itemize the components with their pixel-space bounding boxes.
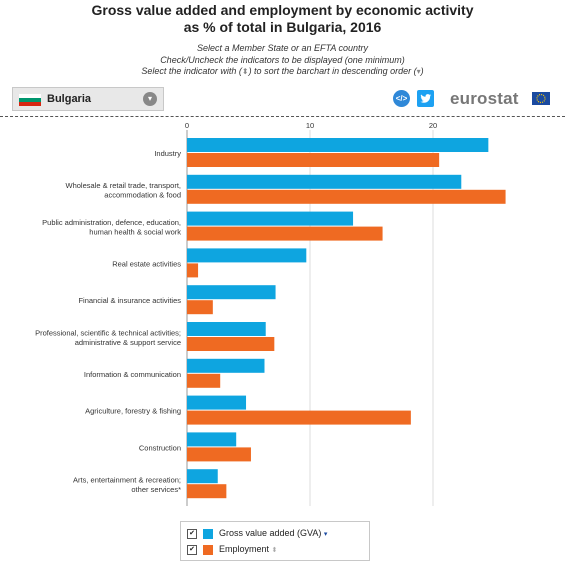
chart-title: Gross value added and employment by econ… [0, 2, 565, 36]
category-label: Arts, entertainment & recreation; other s… [73, 475, 181, 494]
legend: ✔ Gross value added (GVA) ▾ ✔ Employment… [180, 521, 370, 561]
bar-employment [187, 373, 221, 388]
category-label: Information & communication [84, 370, 181, 379]
bar-gva [187, 248, 307, 263]
bar-gva [187, 432, 237, 447]
country-select[interactable]: Bulgaria ▾ [12, 87, 164, 111]
legend-swatch-employment [203, 545, 213, 555]
bar-employment [187, 263, 199, 278]
bar-employment [187, 337, 275, 351]
bar-gva [187, 358, 265, 373]
category-label: Construction [139, 443, 181, 452]
category-label-line: Professional, scientific & technical act… [35, 328, 181, 337]
instruction-3: Select the indicator with (⬍) to sort th… [0, 66, 565, 78]
category-label-line: Information & communication [84, 370, 181, 379]
bar-employment [187, 226, 383, 241]
instruction-1: Select a Member State or an EFTA country [196, 43, 369, 53]
sort-desc-icon: ▾ [416, 67, 421, 76]
bar-gva [187, 469, 218, 484]
category-label-line: human health & social work [89, 227, 181, 236]
legend-swatch-gva [203, 529, 213, 539]
bar-gva [187, 322, 266, 336]
category-label: Agriculture, forestry & fishing [85, 407, 181, 416]
eu-flag-icon [532, 92, 550, 105]
bar-employment [187, 484, 227, 499]
category-label-line: Construction [139, 443, 181, 452]
category-label-line: accommodation & food [104, 191, 181, 200]
instruction-2: Check/Uncheck the indicators to be displ… [160, 54, 405, 65]
country-value: Bulgaria [47, 93, 92, 105]
x-tick-label: 0 [185, 121, 189, 130]
flag-stripe-red [19, 102, 41, 106]
legend-checkbox-gva[interactable]: ✔ [187, 529, 197, 539]
bar-gva [187, 395, 247, 410]
bar-gva [187, 211, 354, 226]
category-label-line: Industry [154, 149, 181, 158]
embed-icon[interactable]: </> [393, 90, 410, 107]
x-tick-label: 20 [429, 121, 437, 130]
flag-stripe-white [19, 94, 41, 98]
twitter-bird-icon [420, 94, 432, 103]
flag-stripe-green [19, 98, 41, 102]
bar-gva [187, 285, 276, 300]
bar-employment [187, 189, 506, 204]
category-label-line: Public administration, defence, educatio… [42, 218, 181, 227]
sort-desc-icon[interactable]: ▾ [323, 531, 328, 538]
category-label: Industry [154, 149, 181, 158]
logo-text: eurostat [450, 89, 519, 108]
title-line-2: as % of total in Bulgaria, 2016 [183, 19, 382, 35]
category-label: Financial & insurance activities [78, 296, 181, 305]
instruction-3-mid: ) to sort the barchart in descending ord… [248, 66, 417, 76]
category-label-line: Agriculture, forestry & fishing [85, 407, 181, 416]
legend-label-employment: Employment [219, 544, 270, 554]
bar-employment [187, 153, 440, 167]
sort-both-icon: ⬍ [241, 67, 249, 76]
category-label-line: Financial & insurance activities [78, 296, 181, 305]
instruction-3-post: ) [420, 66, 424, 76]
category-label-line: Wholesale & retail trade, transport, [66, 181, 181, 190]
bar-gva [187, 138, 489, 152]
bulgaria-flag-icon [19, 94, 41, 106]
bar-employment [187, 410, 411, 425]
sort-both-icon[interactable]: ⬍ [271, 547, 278, 554]
category-label-line: administrative & support service [75, 338, 181, 347]
category-label: Wholesale & retail trade, transport, acco… [66, 181, 181, 200]
instructions: Select a Member State or an EFTA country… [0, 43, 565, 78]
category-label-line: Arts, entertainment & recreation; [73, 475, 181, 484]
category-label: Real estate activities [112, 259, 181, 268]
legend-label-gva: Gross value added (GVA) [219, 528, 322, 538]
bar-employment [187, 300, 213, 315]
category-label: Professional, scientific & technical act… [35, 328, 181, 347]
twitter-icon[interactable] [417, 90, 434, 107]
instruction-3-pre: Select the indicator with ( [141, 66, 242, 76]
chevron-down-icon[interactable]: ▾ [143, 92, 157, 106]
legend-checkbox-employment[interactable]: ✔ [187, 545, 197, 555]
header-divider [0, 116, 565, 117]
title-line-1: Gross value added and employment by econ… [91, 2, 474, 18]
x-tick-label: 10 [306, 121, 314, 130]
bar-chart: 0 10 20 Industry Wholesale & retail trade, t… [35, 121, 506, 506]
eurostat-logo: eurostat [450, 89, 550, 109]
category-label-line: Real estate activities [112, 259, 181, 268]
bar-employment [187, 447, 251, 462]
category-label: Public administration, defence, educatio… [42, 218, 181, 237]
bar-gva [187, 174, 462, 189]
category-label-line: other services* [131, 485, 181, 494]
